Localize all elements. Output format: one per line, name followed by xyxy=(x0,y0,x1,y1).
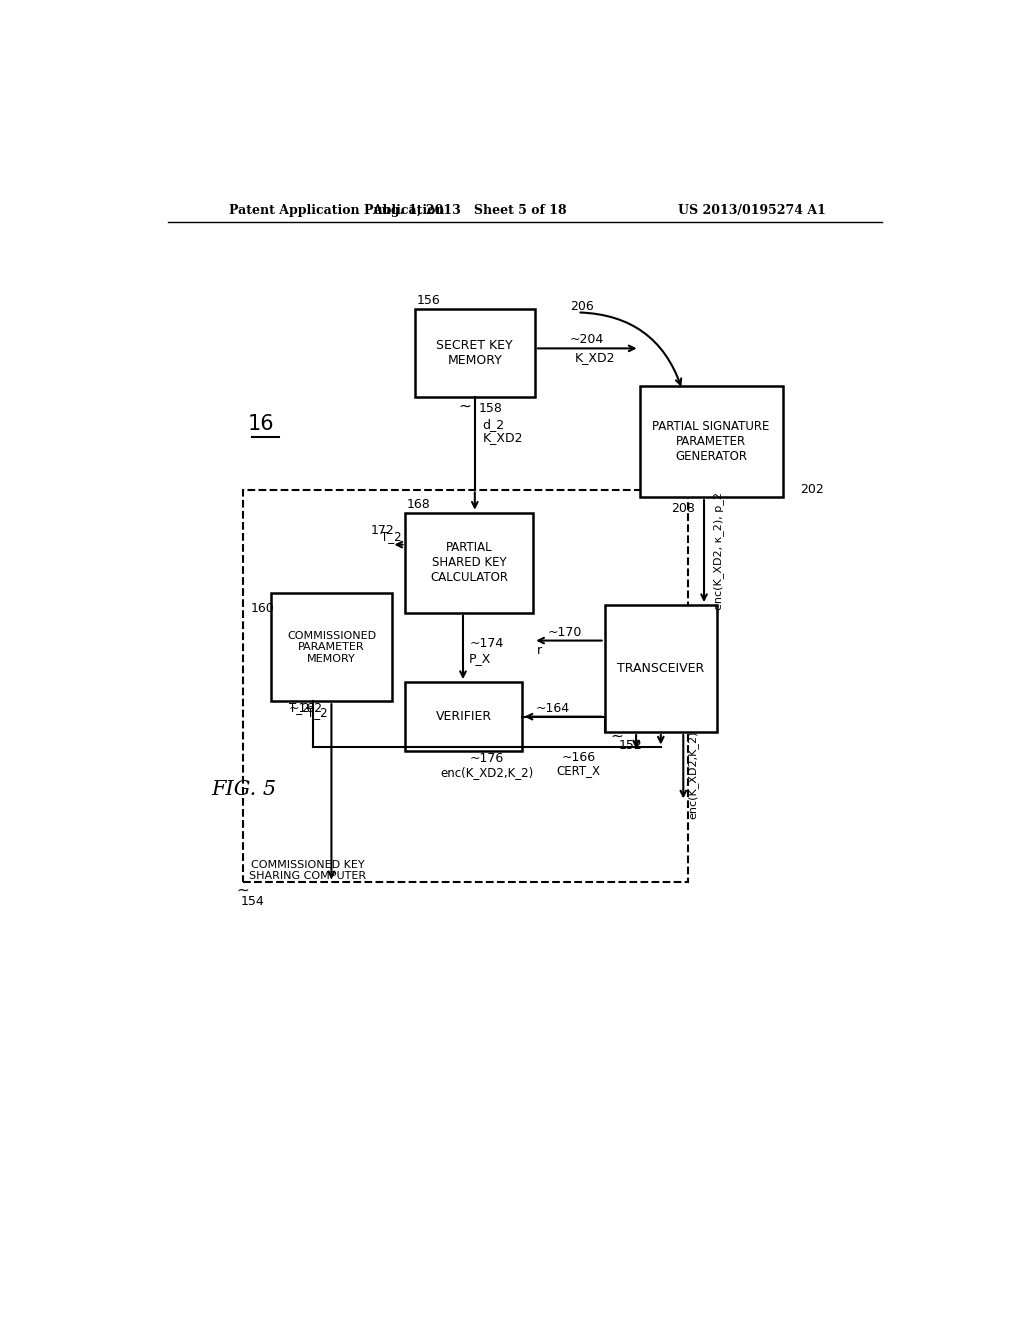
Bar xyxy=(604,605,717,733)
Text: 156: 156 xyxy=(417,294,440,308)
Text: ~: ~ xyxy=(458,399,471,414)
Text: COMMISSIONED KEY
SHARING COMPUTER: COMMISSIONED KEY SHARING COMPUTER xyxy=(249,859,366,882)
Text: TRANSCEIVER: TRANSCEIVER xyxy=(617,663,705,675)
Text: 158: 158 xyxy=(478,403,503,416)
Text: ~: ~ xyxy=(237,882,249,898)
Text: ~170: ~170 xyxy=(547,627,582,639)
Bar xyxy=(640,385,783,498)
Text: 208: 208 xyxy=(671,502,694,515)
Text: COMMISSIONED
PARAMETER
MEMORY: COMMISSIONED PARAMETER MEMORY xyxy=(287,631,376,664)
Text: K_XD2: K_XD2 xyxy=(482,430,523,444)
Text: enc(K_XD2,K_2): enc(K_XD2,K_2) xyxy=(440,767,534,779)
Text: ~204: ~204 xyxy=(570,333,604,346)
Text: enc(K_XD2,K_2): enc(K_XD2,K_2) xyxy=(687,730,698,818)
Text: 202: 202 xyxy=(800,483,823,496)
Bar xyxy=(243,490,688,882)
Text: SECRET KEY
MEMORY: SECRET KEY MEMORY xyxy=(436,339,513,367)
Text: ~166: ~166 xyxy=(561,751,595,764)
Bar xyxy=(406,512,534,612)
Text: P_X: P_X xyxy=(469,652,492,665)
Text: T_2: T_2 xyxy=(307,706,328,719)
Text: r: r xyxy=(538,644,543,657)
Text: K_XD2: K_XD2 xyxy=(574,351,615,364)
Text: 152: 152 xyxy=(618,739,642,752)
Text: VERIFIER: VERIFIER xyxy=(435,710,492,723)
Text: d_2: d_2 xyxy=(482,417,505,430)
Text: T_2: T_2 xyxy=(289,701,309,714)
Text: T_2: T_2 xyxy=(381,531,401,544)
Text: 172: 172 xyxy=(371,524,394,537)
Text: 206: 206 xyxy=(569,300,594,313)
Text: FIG. 5: FIG. 5 xyxy=(212,780,276,800)
Text: ~: ~ xyxy=(611,729,624,743)
Text: 160: 160 xyxy=(251,602,274,615)
Text: CERT_X: CERT_X xyxy=(557,764,601,777)
Text: US 2013/0195274 A1: US 2013/0195274 A1 xyxy=(678,205,825,218)
Text: Aug. 1, 2013   Sheet 5 of 18: Aug. 1, 2013 Sheet 5 of 18 xyxy=(372,205,566,218)
Text: ~176: ~176 xyxy=(470,752,504,766)
Text: 16: 16 xyxy=(248,414,274,434)
Text: 154: 154 xyxy=(241,895,265,908)
Bar xyxy=(271,594,391,701)
Text: ~174: ~174 xyxy=(469,638,504,649)
Text: 168: 168 xyxy=(407,499,431,511)
Bar xyxy=(406,682,521,751)
Bar xyxy=(415,309,535,397)
Text: Patent Application Publication: Patent Application Publication xyxy=(228,205,444,218)
Text: ~162: ~162 xyxy=(289,702,323,715)
Text: PARTIAL
SHARED KEY
CALCULATOR: PARTIAL SHARED KEY CALCULATOR xyxy=(430,541,508,585)
Text: ~164: ~164 xyxy=(536,702,569,715)
Text: PARTIAL SIGNATURE
PARAMETER
GENERATOR: PARTIAL SIGNATURE PARAMETER GENERATOR xyxy=(652,420,770,463)
Text: enc(K_XD2, κ_2), p_2: enc(K_XD2, κ_2), p_2 xyxy=(714,492,724,610)
